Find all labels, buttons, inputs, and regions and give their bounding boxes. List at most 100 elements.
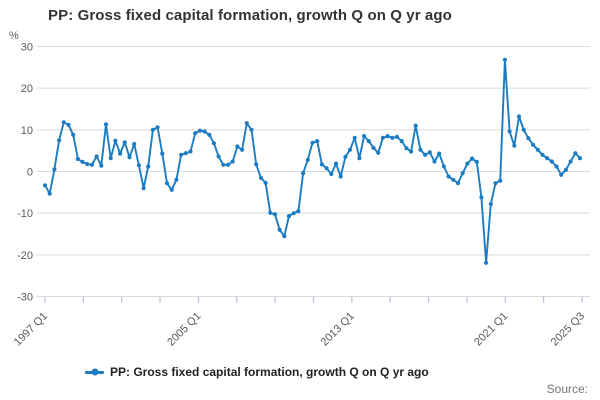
data-point — [122, 140, 127, 145]
y-tick-label: -10 — [17, 208, 33, 220]
data-point — [57, 138, 62, 143]
data-point — [202, 129, 207, 134]
data-point — [230, 159, 235, 164]
data-point — [42, 183, 48, 188]
data-point — [141, 186, 146, 191]
data-point — [568, 159, 573, 164]
data-point — [479, 195, 484, 200]
data-point — [282, 234, 287, 239]
data-point — [418, 147, 423, 152]
data-point — [71, 132, 76, 137]
data-point — [240, 147, 245, 152]
data-point — [150, 127, 155, 132]
data-point — [432, 159, 437, 164]
source-label: Source: — [546, 382, 588, 396]
legend-label: PP: Gross fixed capital formation, growt… — [110, 365, 429, 379]
data-point — [502, 57, 507, 62]
data-point — [413, 123, 418, 128]
data-point — [347, 147, 353, 152]
x-axis — [37, 296, 590, 303]
data-series-line — [42, 57, 583, 265]
y-axis-unit-label: % — [9, 30, 19, 42]
data-point — [52, 167, 57, 172]
data-point — [324, 166, 329, 171]
data-point — [305, 157, 310, 162]
x-axis-tick-labels: 1997 Q1 2005 Q1 2013 Q1 2021 Q1 2025 Q3 — [12, 310, 587, 348]
data-point — [521, 127, 526, 132]
data-point — [366, 139, 371, 144]
data-point — [207, 132, 212, 137]
data-point — [258, 175, 263, 180]
data-point — [66, 122, 71, 127]
x-tick-label: 1997 Q1 — [12, 310, 50, 348]
data-point — [484, 260, 489, 265]
legend-line-marker-icon — [85, 368, 104, 376]
y-tick-label: -20 — [17, 250, 33, 262]
y-tick-label: 10 — [21, 125, 33, 137]
data-point — [268, 210, 273, 215]
data-point — [263, 180, 268, 185]
data-point — [183, 151, 188, 156]
data-point — [113, 138, 118, 143]
data-point — [169, 187, 174, 192]
data-point — [75, 156, 80, 162]
data-point — [531, 142, 536, 147]
data-point — [291, 211, 296, 216]
data-point — [235, 144, 240, 149]
data-point — [221, 162, 226, 167]
data-point — [132, 141, 137, 147]
series-path — [44, 58, 581, 264]
y-tick-label: 30 — [21, 42, 33, 54]
data-point — [296, 209, 301, 214]
data-point — [563, 167, 569, 172]
data-point — [446, 174, 451, 179]
data-point — [315, 139, 320, 144]
data-point — [301, 171, 306, 176]
data-point — [540, 152, 545, 157]
data-point — [423, 152, 428, 157]
data-point — [94, 154, 99, 159]
data-point — [371, 145, 376, 150]
data-point — [437, 151, 442, 156]
data-point — [89, 162, 94, 167]
data-point — [286, 214, 292, 219]
data-point — [160, 151, 165, 156]
data-point — [216, 154, 221, 159]
data-point — [493, 181, 498, 186]
data-point — [535, 147, 540, 152]
data-point — [455, 181, 461, 186]
data-point — [277, 227, 282, 232]
data-point — [164, 181, 170, 186]
data-point — [225, 162, 231, 167]
data-point — [362, 134, 367, 139]
data-point — [103, 122, 109, 127]
data-point — [498, 178, 503, 183]
data-point — [188, 149, 193, 154]
data-point — [329, 171, 334, 177]
data-point — [155, 125, 160, 130]
data-point — [343, 154, 348, 159]
data-point — [460, 171, 465, 176]
data-point — [338, 174, 343, 179]
data-point — [380, 135, 385, 140]
data-point — [357, 156, 362, 161]
data-point — [559, 172, 564, 177]
data-point — [512, 143, 517, 148]
data-point — [254, 162, 259, 167]
data-point — [465, 161, 470, 166]
data-point — [385, 134, 390, 139]
data-point — [474, 159, 479, 164]
data-point — [451, 177, 456, 182]
x-tick-label: 2021 Q1 — [472, 310, 510, 348]
data-point — [404, 146, 409, 151]
chart-title: PP: Gross fixed capital formation, growt… — [48, 7, 452, 24]
data-point — [516, 114, 522, 119]
data-point — [249, 127, 254, 132]
data-point — [488, 201, 493, 207]
data-point — [197, 128, 202, 133]
data-point — [118, 151, 123, 156]
data-point — [507, 129, 512, 134]
data-point — [427, 150, 432, 155]
